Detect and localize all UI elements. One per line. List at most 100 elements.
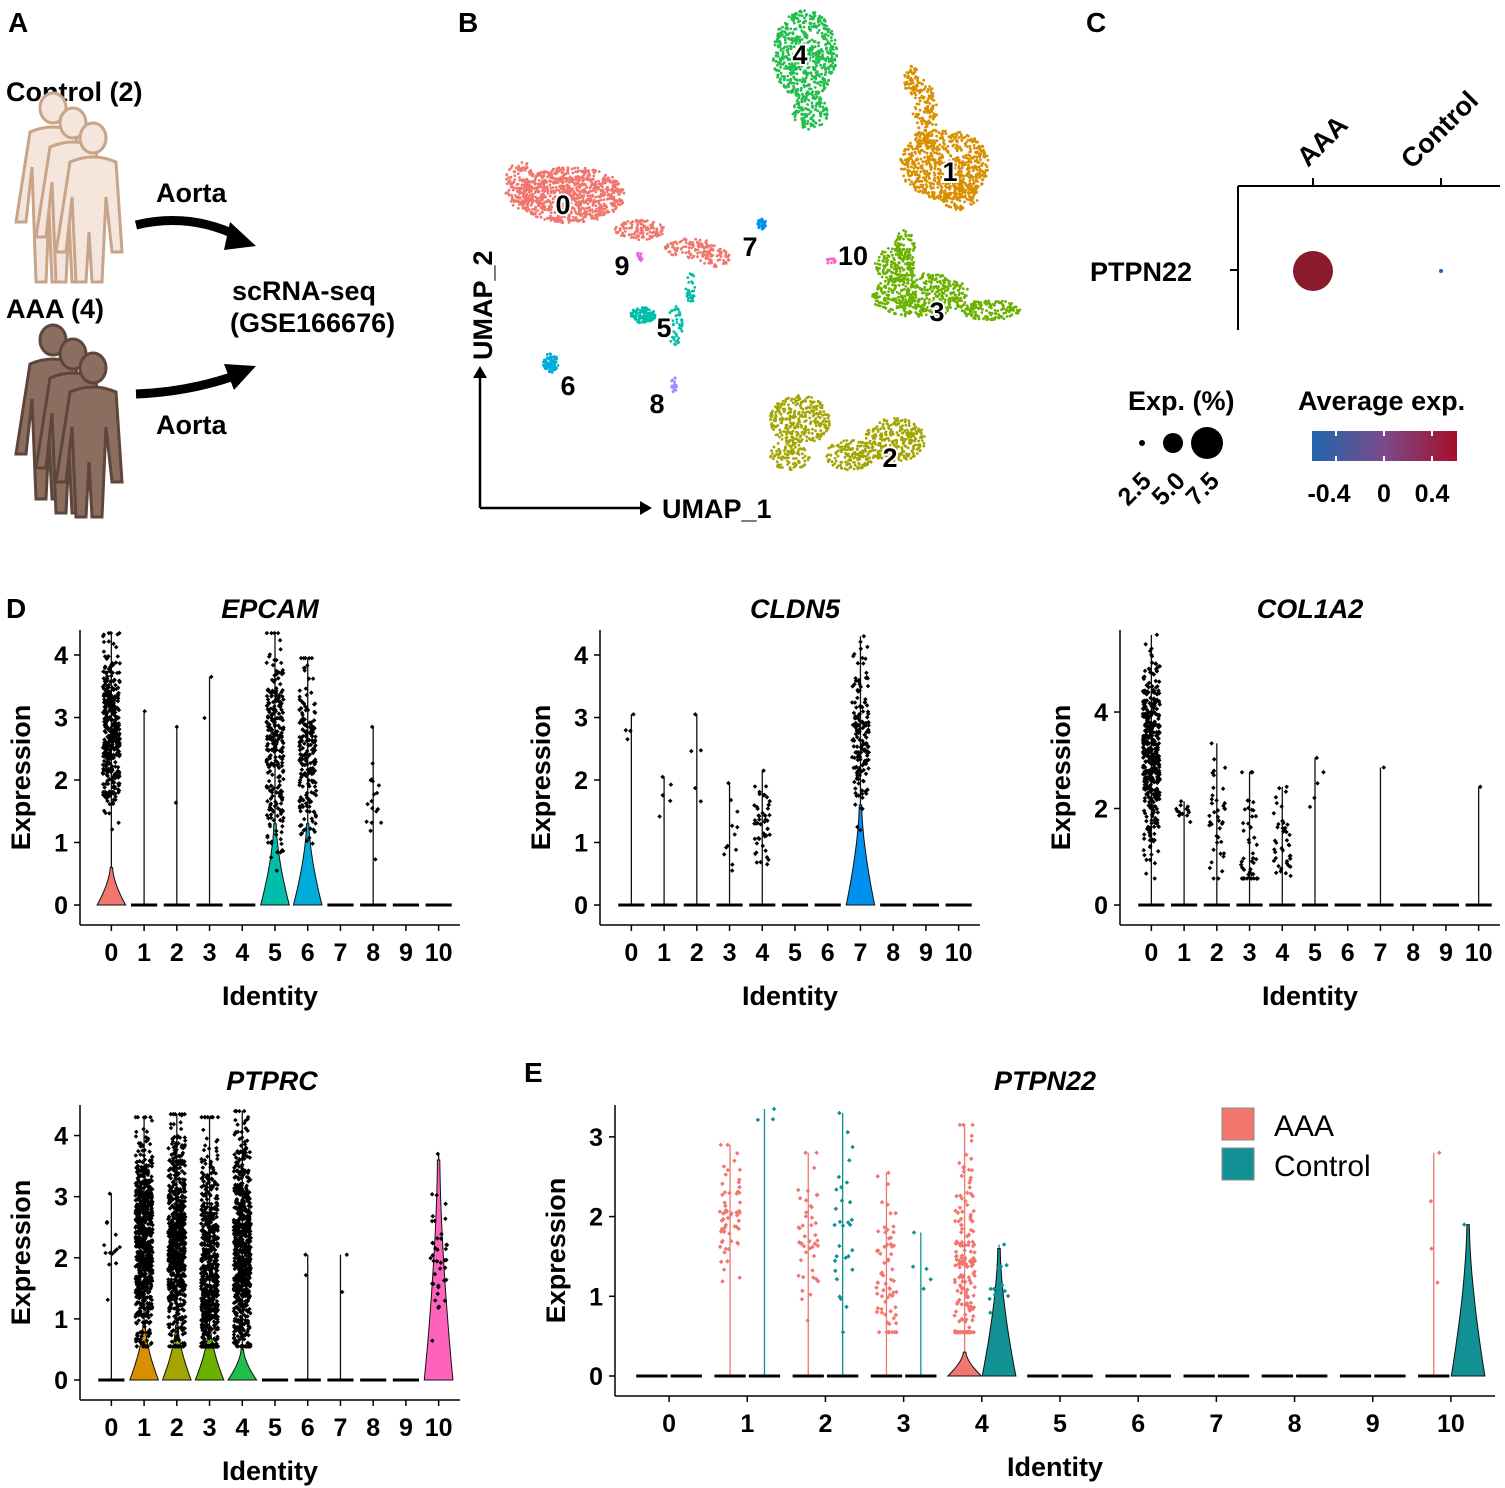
violin-x-tick: 10 — [425, 939, 453, 967]
arrow-top-head — [224, 222, 256, 250]
umap-cluster-label-1: 1 — [942, 157, 957, 187]
violin-x-tick: 7 — [334, 1414, 348, 1442]
violin-title: PTPN22 — [994, 1066, 1096, 1096]
umap-cluster-label-7: 7 — [742, 232, 757, 262]
umap-cluster-label-0: 0 — [555, 190, 570, 220]
violin-y-tick: 1 — [574, 830, 588, 858]
violin-x-tick: 0 — [104, 1414, 118, 1442]
violin-x-tick: 5 — [1053, 1410, 1067, 1438]
umap-x-arrowhead — [640, 501, 652, 515]
violin-x-tick: 6 — [1341, 939, 1355, 967]
umap-cluster-label-2: 2 — [882, 443, 897, 473]
violin-x-tick: 6 — [301, 939, 315, 967]
violin-x-tick: 9 — [1366, 1410, 1380, 1438]
umap-cluster-label-5: 5 — [656, 313, 671, 343]
violin-y-tick: 4 — [574, 642, 588, 670]
violin-x-tick: 10 — [425, 1414, 453, 1442]
violin-cldn5-7 — [845, 633, 876, 906]
violin-ptpn22-aaa-4 — [946, 1122, 983, 1377]
violin-title: EPCAM — [221, 594, 319, 624]
violin-x-tick: 1 — [137, 1414, 151, 1442]
violin-x-tick: 8 — [1288, 1410, 1302, 1438]
violin-x-tick: 3 — [897, 1410, 911, 1438]
violin-x-tick: 10 — [1465, 939, 1493, 967]
violin-x-tick: 5 — [1308, 939, 1322, 967]
umap-cluster-9 — [636, 251, 644, 262]
panel-label-a: A — [8, 7, 28, 38]
umap-cluster-1 — [899, 64, 990, 212]
panel-label-d: D — [6, 593, 26, 624]
violin-y-tick: 2 — [54, 1245, 68, 1273]
violin-col1a2-10 — [1465, 784, 1492, 907]
violin-cldn5-0 — [618, 712, 645, 907]
violin-col1a2-3 — [1236, 770, 1263, 907]
violin-epcam-8 — [360, 724, 387, 907]
violin-ptpn22-aaa-2 — [792, 1150, 824, 1378]
violin-x-tick: 4 — [1275, 939, 1289, 967]
violin-x-tick: 8 — [366, 939, 380, 967]
violin-x-tick: 7 — [1374, 939, 1388, 967]
violin-y-tick: 2 — [54, 767, 68, 795]
legend-label-control: Control — [1274, 1150, 1371, 1183]
violin-y-tick: 1 — [54, 830, 68, 858]
panel-a-schematic: Control (2) Aorta scRNA-seq (GSE166676) … — [6, 77, 395, 519]
violin-x-tick: 9 — [399, 939, 413, 967]
violin-ylabel: Expression — [6, 1180, 36, 1326]
violin-cldn5-2 — [683, 712, 710, 907]
color-legend-title: Average exp. — [1298, 386, 1465, 416]
violin-xlabel: Identity — [1007, 1452, 1103, 1482]
dotplot-group-control: Control — [1395, 85, 1484, 174]
violin-y-tick: 0 — [574, 892, 588, 920]
violin-x-tick: 0 — [624, 939, 638, 967]
dotplot: AAA Control PTPN22 Exp. (%) 2.5 5.0 7.5 … — [1090, 85, 1500, 511]
dot-control — [1439, 269, 1443, 273]
violin-x-tick: 6 — [821, 939, 835, 967]
size-legend-value-3: 7.5 — [1180, 467, 1224, 511]
violin-x-tick: 2 — [1210, 939, 1224, 967]
dotplot-gene-label: PTPN22 — [1090, 257, 1192, 287]
umap-cluster-label-4: 4 — [792, 40, 807, 70]
violin-ptpn22-control-1 — [748, 1106, 781, 1378]
violin-x-tick: 9 — [919, 939, 933, 967]
violin-cldn5-3 — [716, 780, 743, 907]
violin-y-tick: 1 — [589, 1283, 603, 1311]
control-label: Control (2) — [6, 77, 142, 107]
violin-ptprc-4 — [227, 1108, 258, 1381]
violin-ptprc-2 — [161, 1111, 192, 1381]
umap-cluster-7 — [756, 217, 767, 231]
violin-y-tick: 4 — [54, 642, 68, 670]
legend-label-aaa: AAA — [1274, 1110, 1334, 1143]
violin-epcam-6 — [292, 655, 323, 906]
arrow-bottom — [135, 369, 242, 399]
violin-col1a2-7 — [1367, 765, 1394, 907]
violin-title: CLDN5 — [750, 594, 841, 624]
violin-col1a2-4 — [1269, 784, 1296, 907]
panel-label-c: C — [1086, 7, 1106, 38]
arrow-label-bottom: Aorta — [156, 410, 227, 440]
arrow-label-top: Aorta — [156, 178, 227, 208]
violin-xlabel: Identity — [742, 981, 838, 1011]
violin-y-tick: 2 — [1094, 796, 1108, 824]
umap-cluster-label-6: 6 — [560, 371, 575, 401]
violin-ylabel: Expression — [6, 705, 36, 851]
umap-cluster-label-3: 3 — [929, 297, 944, 327]
umap-y-arrowhead — [473, 366, 487, 378]
violin-col1a2-2 — [1203, 741, 1230, 907]
violin-ptpn22-aaa-3 — [870, 1170, 903, 1378]
violin-col1a2-0 — [1138, 632, 1165, 907]
violin-ptprc-10 — [423, 1151, 454, 1381]
umap-cluster-4 — [771, 9, 839, 131]
violin-y-tick: 0 — [54, 892, 68, 920]
violin-y-tick: 0 — [1094, 892, 1108, 920]
violin-ptprc-3 — [194, 1114, 225, 1381]
violin-ptpn22-control-10 — [1450, 1222, 1486, 1377]
violin-y-tick: 0 — [589, 1363, 603, 1391]
umap-xlabel: UMAP_1 — [662, 494, 772, 524]
violin-xlabel: Identity — [222, 1456, 318, 1486]
violin-x-tick: 4 — [755, 939, 769, 967]
violin-ptpn22-control-2 — [827, 1110, 859, 1378]
